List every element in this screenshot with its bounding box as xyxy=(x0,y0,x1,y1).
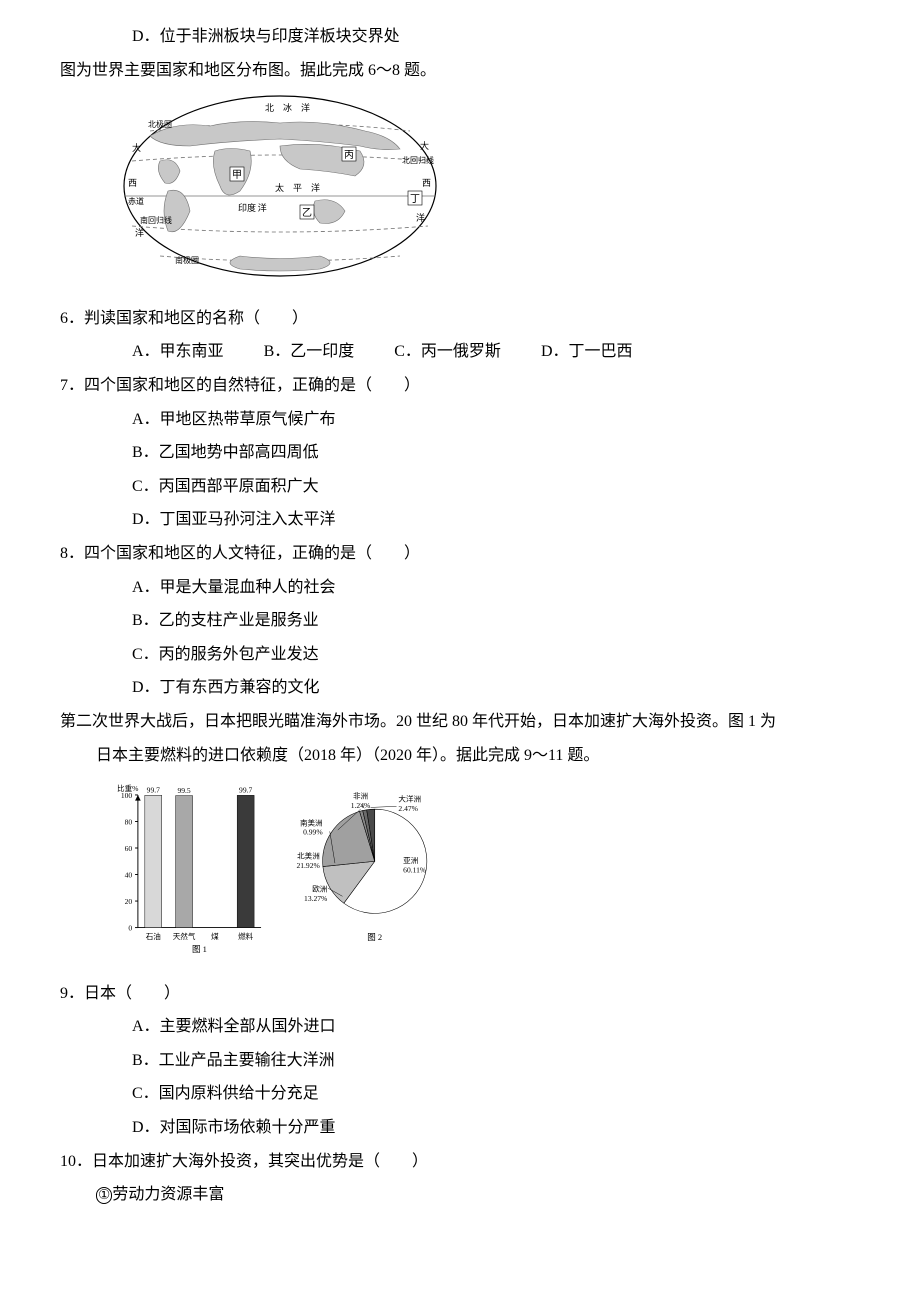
map-label-tropic-n: 北回归线 xyxy=(402,155,434,165)
q6: 6．判读国家和地区的名称（ ） xyxy=(60,302,860,336)
svg-text:2.47%: 2.47% xyxy=(398,804,418,813)
svg-text:南美洲: 南美洲 xyxy=(300,817,323,827)
svg-text:石油: 石油 xyxy=(146,931,161,941)
q-number: 6． xyxy=(60,310,84,327)
svg-text:0: 0 xyxy=(128,924,132,933)
q-stem: 日本加速扩大海外投资，其突出优势是（ ） xyxy=(92,1153,428,1170)
q-stem: 判读国家和地区的名称（ ） xyxy=(84,310,308,327)
q8-d: D．丁有东西方兼容的文化 xyxy=(60,671,860,705)
svg-text:99.7: 99.7 xyxy=(147,786,160,795)
q-stem: 日本（ ） xyxy=(84,985,180,1002)
svg-text:大洋洲: 大洋洲 xyxy=(398,794,421,804)
map-label-arctic-circle: 北极圈 xyxy=(148,119,172,129)
svg-text:天然气: 天然气 xyxy=(173,931,196,941)
svg-text:21.92%: 21.92% xyxy=(296,861,320,870)
svg-text:比重%: 比重% xyxy=(117,783,139,793)
q-number: 7． xyxy=(60,377,84,394)
q-stem: 四个国家和地区的人文特征，正确的是（ ） xyxy=(84,545,420,562)
q10-opt1-text: 劳动力资源丰富 xyxy=(112,1186,224,1203)
svg-text:非洲: 非洲 xyxy=(353,791,368,801)
charts-svg: 020406080100比重%99.7石油99.5天然气煤99.7燃料图 1亚洲… xyxy=(100,776,460,956)
q5-option-d: D．位于非洲板块与印度洋板块交界处 xyxy=(60,20,860,54)
q9-a: A．主要燃料全部从国外进口 xyxy=(60,1010,860,1044)
svg-text:燃料: 燃料 xyxy=(238,931,254,941)
q-stem: 四个国家和地区的自然特征，正确的是（ ） xyxy=(84,377,420,394)
svg-text:40: 40 xyxy=(125,870,133,879)
map-label-atl-r3: 洋 xyxy=(416,212,425,223)
q9-b: B．工业产品主要输往大洋洲 xyxy=(60,1044,860,1078)
svg-text:0.99%: 0.99% xyxy=(303,828,323,837)
intro-9-11-a: 第二次世界大战后，日本把眼光瞄准海外市场。20 世纪 80 年代开始，日本加速扩… xyxy=(60,705,860,739)
svg-text:图 2: 图 2 xyxy=(367,932,382,942)
world-map-svg: 北 冰 洋 北极圈 北回归线 太 平 洋 大 西 洋 大 西 洋 赤道 印度 洋… xyxy=(120,91,440,281)
map-marker-jia: 甲 xyxy=(232,170,242,181)
q7: 7．四个国家和地区的自然特征，正确的是（ ） xyxy=(60,369,860,403)
map-marker-ding: 丁 xyxy=(410,194,420,205)
svg-text:80: 80 xyxy=(125,817,133,826)
q-number: 8． xyxy=(60,545,84,562)
svg-text:欧洲: 欧洲 xyxy=(312,884,327,894)
q6-d: D．丁一巴西 xyxy=(541,335,633,369)
q7-a: A．甲地区热带草原气候广布 xyxy=(60,403,860,437)
map-marker-bing: 丙 xyxy=(344,150,354,161)
map-marker-yi: 乙 xyxy=(302,207,312,219)
svg-text:1.24%: 1.24% xyxy=(351,801,371,810)
q7-d: D．丁国亚马孙河注入太平洋 xyxy=(60,503,860,537)
option-label: D． xyxy=(132,28,160,45)
map-label-atl-l3: 洋 xyxy=(135,227,144,238)
map-label-atl-r2: 西 xyxy=(422,178,431,188)
svg-text:60.11%: 60.11% xyxy=(403,866,427,875)
svg-text:60: 60 xyxy=(125,844,133,853)
q7-b: B．乙国地势中部高四周低 xyxy=(60,436,860,470)
q10: 10．日本加速扩大海外投资，其突出优势是（ ） xyxy=(60,1145,860,1179)
svg-text:13.27%: 13.27% xyxy=(304,894,328,903)
q9-c: C．国内原料供给十分充足 xyxy=(60,1077,860,1111)
svg-text:99.7: 99.7 xyxy=(239,786,252,795)
svg-text:亚洲: 亚洲 xyxy=(403,856,418,865)
svg-text:煤: 煤 xyxy=(211,931,219,941)
map-label-antarctic: 南极圈 xyxy=(175,255,199,265)
q-number: 10． xyxy=(60,1153,92,1170)
map-label-indian: 印度 洋 xyxy=(238,202,267,213)
q8: 8．四个国家和地区的人文特征，正确的是（ ） xyxy=(60,537,860,571)
svg-text:99.5: 99.5 xyxy=(177,786,190,795)
q6-a: A．甲东南亚 xyxy=(132,335,224,369)
option-text: 位于非洲板块与印度洋板块交界处 xyxy=(160,28,400,45)
q10-opt1: ①劳动力资源丰富 xyxy=(60,1178,860,1212)
map-label-atl-l1: 大 xyxy=(132,142,141,153)
map-label-tropic-s: 南回归线 xyxy=(140,215,172,225)
intro-9-11-b: 日本主要燃料的进口依赖度（2018 年）（2020 年）。据此完成 9～11 题… xyxy=(60,739,860,773)
map-label-arctic: 北 冰 洋 xyxy=(265,102,310,113)
q-number: 9． xyxy=(60,985,84,1002)
q6-c: C．丙一俄罗斯 xyxy=(394,335,501,369)
map-label-equator: 赤道 xyxy=(128,196,144,206)
q7-c: C．丙国西部平原面积广大 xyxy=(60,470,860,504)
svg-text:20: 20 xyxy=(125,897,133,906)
map-label-atl-r1: 大 xyxy=(420,140,429,151)
figure-world-map: 北 冰 洋 北极圈 北回归线 太 平 洋 大 西 洋 大 西 洋 赤道 印度 洋… xyxy=(60,91,860,294)
q8-c: C．丙的服务外包产业发达 xyxy=(60,638,860,672)
figure-charts: 020406080100比重%99.7石油99.5天然气煤99.7燃料图 1亚洲… xyxy=(60,776,860,969)
q6-options: A．甲东南亚 B．乙一印度 C．丙一俄罗斯 D．丁一巴西 xyxy=(60,335,860,369)
svg-text:北美洲: 北美洲 xyxy=(297,851,320,861)
map-label-atl-l2: 西 xyxy=(128,178,137,188)
q8-b: B．乙的支柱产业是服务业 xyxy=(60,604,860,638)
intro-6-8: 图为世界主要国家和地区分布图。据此完成 6～8 题。 xyxy=(60,54,860,88)
q9-d: D．对国际市场依赖十分严重 xyxy=(60,1111,860,1145)
q6-b: B．乙一印度 xyxy=(264,335,355,369)
svg-text:图 1: 图 1 xyxy=(192,944,207,954)
q8-a: A．甲是大量混血种人的社会 xyxy=(60,571,860,605)
intro-text: 图为世界主要国家和地区分布图。据此完成 6～8 题。 xyxy=(60,62,436,79)
circled-1: ① xyxy=(96,1187,112,1203)
map-label-pacific: 太 平 洋 xyxy=(275,182,320,193)
q9: 9．日本（ ） xyxy=(60,977,860,1011)
